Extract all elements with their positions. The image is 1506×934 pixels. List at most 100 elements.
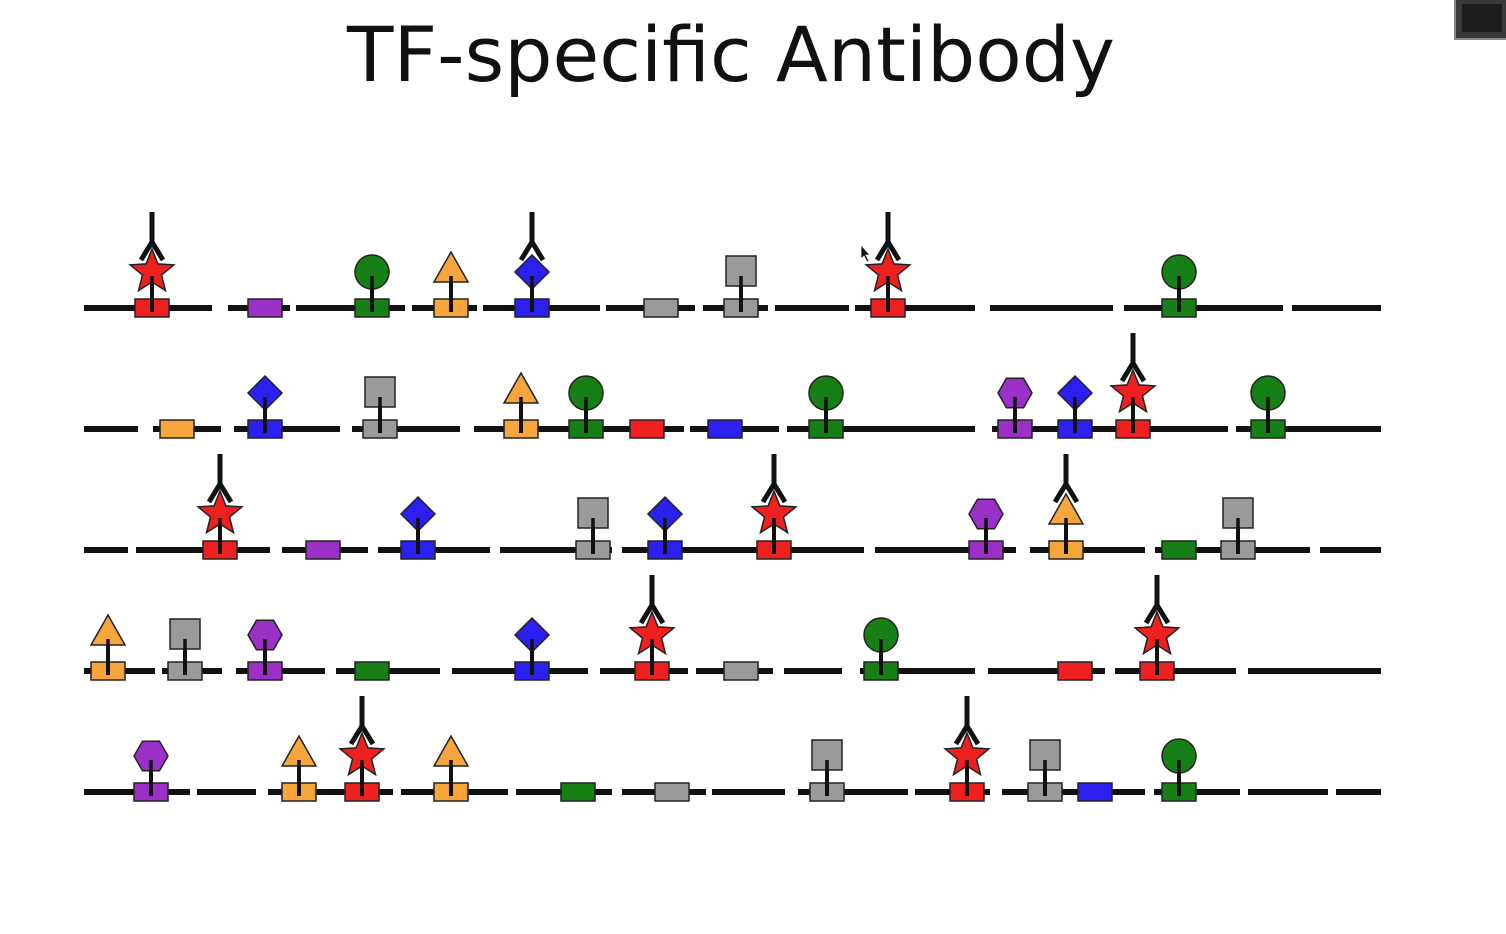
antibody-arm-left bbox=[638, 603, 655, 625]
presenter-video-thumbnail bbox=[1454, 0, 1506, 40]
antibody-arm-left bbox=[1119, 361, 1136, 383]
binding-site-gray bbox=[167, 618, 203, 681]
antibody-arm-right bbox=[885, 240, 902, 262]
antibody-arm-right bbox=[529, 240, 546, 262]
antibody-arm-right bbox=[771, 482, 788, 504]
antibody-icon bbox=[1119, 333, 1147, 383]
binding-site-blue bbox=[246, 374, 284, 439]
binding-site-red bbox=[196, 454, 244, 560]
binding-site-blue bbox=[513, 212, 551, 318]
antibody-icon bbox=[518, 212, 546, 262]
binding-site-red bbox=[1057, 661, 1093, 681]
binding-site-box bbox=[654, 782, 690, 802]
binding-site-box bbox=[305, 540, 341, 560]
antibody-icon bbox=[953, 696, 981, 746]
binding-site-red bbox=[864, 212, 912, 318]
dna-row-1 bbox=[84, 212, 1381, 318]
antibody-arm-left bbox=[1052, 482, 1069, 504]
antibody-arm-left bbox=[206, 482, 223, 504]
binding-site-green bbox=[354, 254, 390, 318]
binding-site-red bbox=[1133, 575, 1181, 681]
binding-site-red bbox=[1109, 333, 1157, 439]
binding-site-blue bbox=[513, 616, 551, 681]
antibody-icon bbox=[760, 454, 788, 504]
slide-title: TF-specific Antibody bbox=[347, 10, 1115, 99]
antibody-arm-left bbox=[518, 240, 535, 262]
binding-site-orange bbox=[89, 613, 127, 681]
binding-site-red bbox=[943, 696, 991, 802]
binding-site-blue bbox=[1056, 374, 1094, 439]
hexagon-factor-icon bbox=[968, 498, 1004, 530]
antibody-arm-right bbox=[1130, 361, 1147, 383]
binding-site-gray bbox=[654, 782, 690, 802]
hexagon-factor-icon bbox=[997, 377, 1033, 409]
binding-site-red bbox=[750, 454, 798, 560]
dna-row-3 bbox=[84, 454, 1381, 560]
binding-site-gray bbox=[362, 376, 398, 439]
binding-site-box bbox=[354, 661, 390, 681]
antibody-arm-left bbox=[348, 724, 365, 746]
binding-site-green bbox=[863, 617, 899, 681]
binding-site-purple bbox=[133, 740, 169, 802]
antibody-arm-left bbox=[1143, 603, 1160, 625]
hexagon-factor-icon bbox=[133, 740, 169, 772]
binding-site-green bbox=[1250, 375, 1286, 439]
square-factor-icon bbox=[725, 255, 757, 287]
binding-site-green bbox=[1161, 540, 1197, 560]
binding-site-orange bbox=[280, 734, 318, 802]
antibody-icon bbox=[348, 696, 376, 746]
binding-site-red bbox=[628, 575, 676, 681]
antibody-icon bbox=[638, 575, 666, 625]
binding-site-purple bbox=[968, 498, 1004, 560]
binding-site-box bbox=[1077, 782, 1113, 802]
antibody-arm-right bbox=[964, 724, 981, 746]
binding-site-gray bbox=[723, 661, 759, 681]
binding-site-box bbox=[629, 419, 665, 439]
antibody-icon bbox=[138, 212, 166, 262]
antibody-icon bbox=[206, 454, 234, 504]
binding-site-box bbox=[560, 782, 596, 802]
binding-site-purple bbox=[247, 619, 283, 681]
binding-site-box bbox=[723, 661, 759, 681]
antibody-icon bbox=[874, 212, 902, 262]
binding-site-gray bbox=[1220, 497, 1256, 560]
hexagon-factor-icon bbox=[247, 619, 283, 651]
binding-site-green bbox=[354, 661, 390, 681]
antibody-arm-right bbox=[1063, 482, 1080, 504]
antibody-arm-left bbox=[874, 240, 891, 262]
antibody-arm-right bbox=[149, 240, 166, 262]
binding-site-blue bbox=[646, 495, 684, 560]
binding-site-blue bbox=[707, 419, 743, 439]
antibody-icon bbox=[1052, 454, 1080, 504]
dna-row-5 bbox=[84, 696, 1381, 802]
binding-site-box bbox=[643, 298, 679, 318]
binding-site-box bbox=[1057, 661, 1093, 681]
antibody-arm-right bbox=[649, 603, 666, 625]
mouse-cursor-icon bbox=[860, 243, 871, 263]
binding-site-green bbox=[560, 782, 596, 802]
binding-site-gray bbox=[575, 497, 611, 560]
binding-site-orange bbox=[159, 419, 195, 439]
antibody-arm-left bbox=[138, 240, 155, 262]
binding-site-orange bbox=[432, 250, 470, 318]
binding-site-gray bbox=[1027, 739, 1063, 802]
binding-site-red bbox=[128, 212, 176, 318]
binding-site-green bbox=[1161, 254, 1197, 318]
dna-row-2 bbox=[84, 333, 1381, 439]
binding-site-orange bbox=[502, 371, 540, 439]
binding-site-green bbox=[1161, 738, 1197, 802]
antibody-arm-right bbox=[1154, 603, 1171, 625]
binding-site-gray bbox=[809, 739, 845, 802]
antibody-arm-right bbox=[359, 724, 376, 746]
binding-site-blue bbox=[1077, 782, 1113, 802]
binding-site-box bbox=[707, 419, 743, 439]
antibody-arm-left bbox=[760, 482, 777, 504]
antibody-arm-left bbox=[953, 724, 970, 746]
antibody-icon bbox=[1143, 575, 1171, 625]
binding-site-green bbox=[808, 375, 844, 439]
dna-row-4 bbox=[84, 575, 1381, 681]
presenter-video-frame bbox=[1462, 4, 1502, 32]
binding-site-gray bbox=[643, 298, 679, 318]
